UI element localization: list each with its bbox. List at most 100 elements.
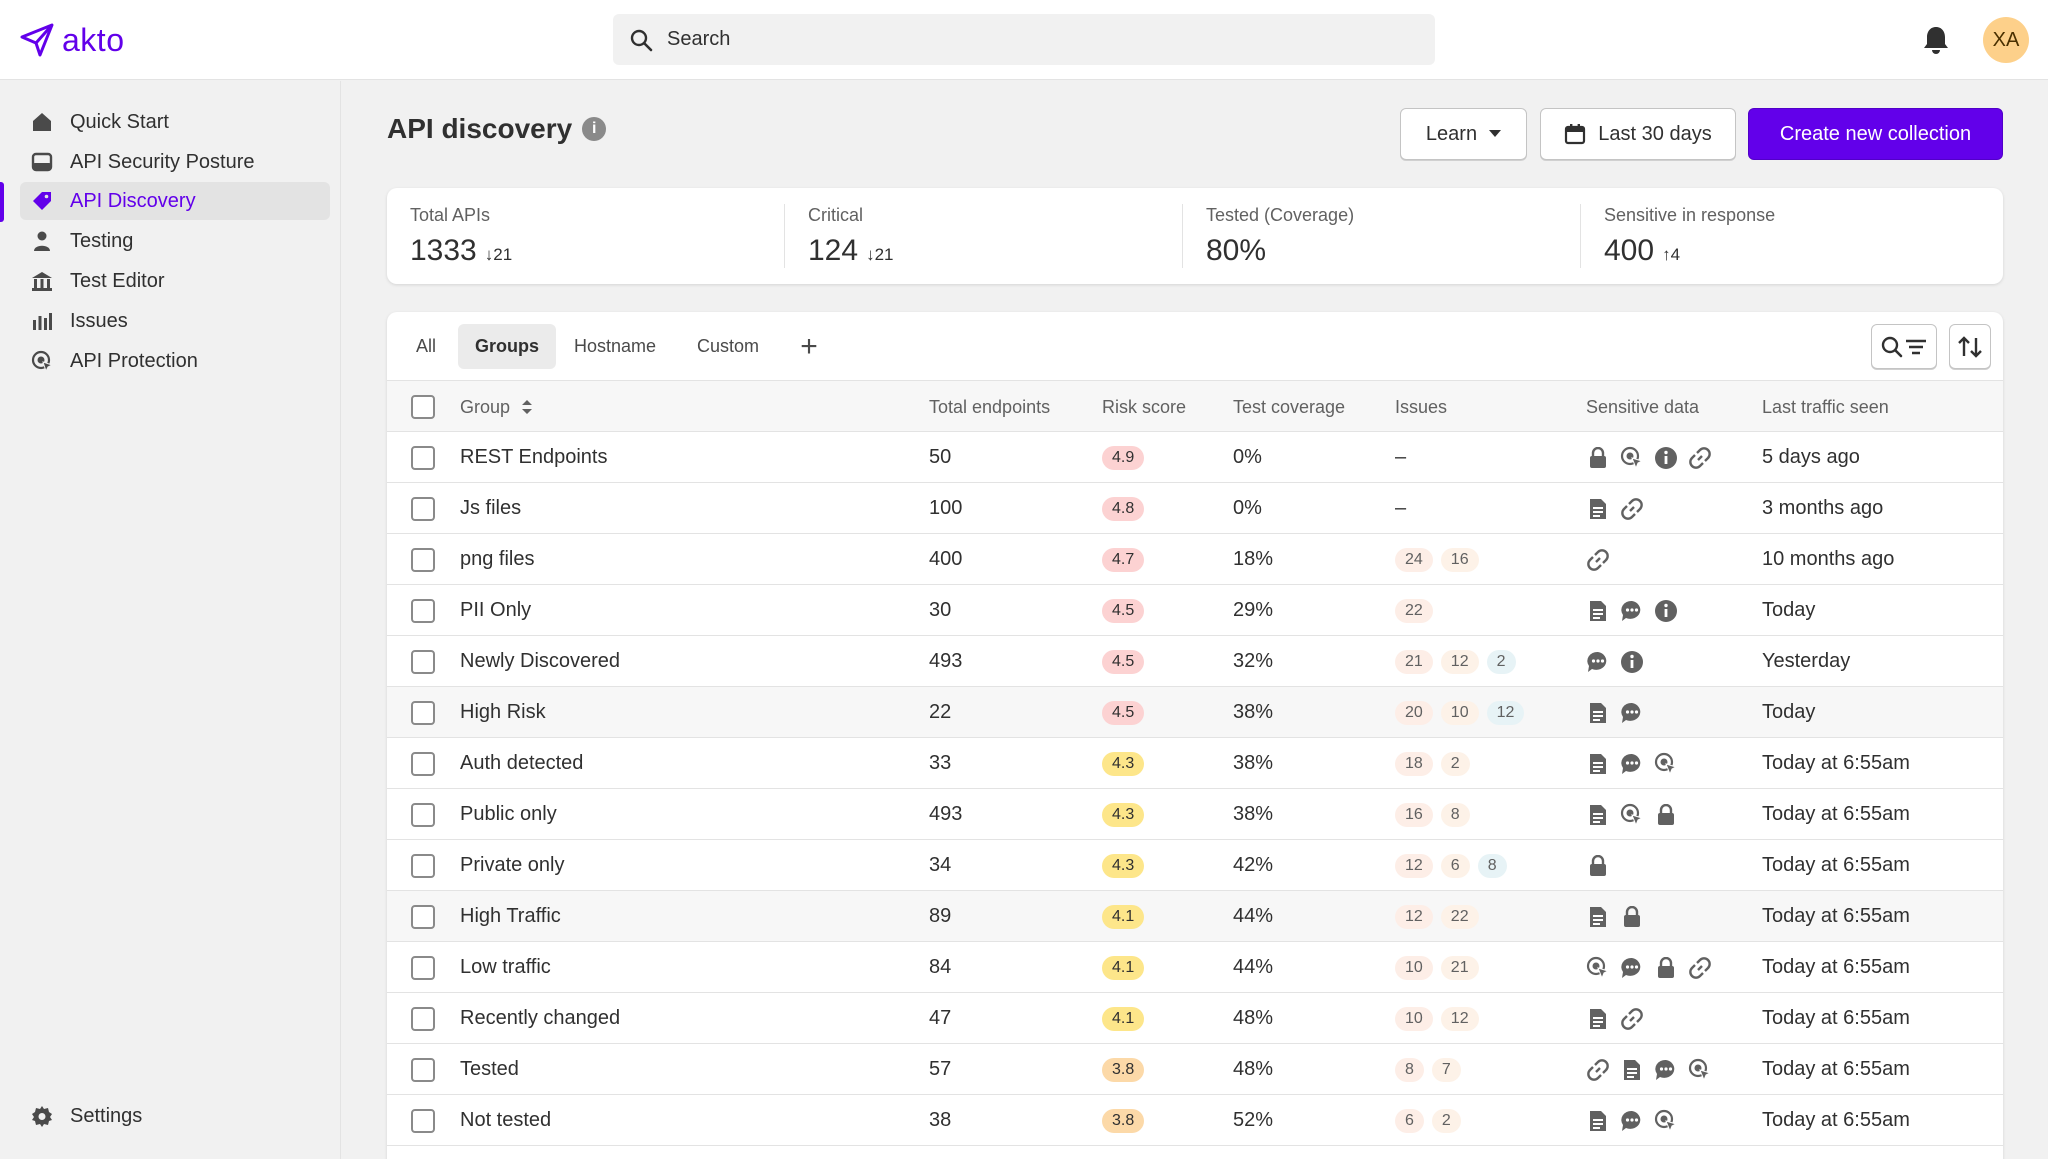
document-icon[interactable]: [1586, 905, 1610, 929]
issue-count-badge[interactable]: 22: [1440, 904, 1479, 929]
table-row[interactable]: png files 400 4.7 18% 24 16 10 months ago: [387, 534, 2003, 585]
table-row[interactable]: REST Endpoints 50 4.9 0% – 5 days ago: [387, 432, 2003, 483]
table-row[interactable]: Auth detected 33 4.3 38% 18 2 Today at 6:55am: [387, 738, 2003, 789]
group-name[interactable]: Public only: [460, 803, 557, 825]
column-header-test-coverage[interactable]: Test coverage: [1233, 396, 1346, 417]
row-checkbox[interactable]: [411, 891, 435, 942]
group-name[interactable]: Newly Discovered: [460, 650, 621, 672]
row-checkbox[interactable]: [411, 942, 435, 993]
link-icon[interactable]: [1586, 1058, 1610, 1082]
issue-count-badge[interactable]: 10: [1395, 1006, 1433, 1031]
sidebar-item-settings[interactable]: Settings: [20, 1097, 330, 1135]
target-icon[interactable]: [1620, 803, 1644, 827]
info-icon[interactable]: i: [582, 117, 607, 141]
issue-count-badge[interactable]: 2: [1440, 751, 1470, 776]
row-checkbox[interactable]: [411, 534, 435, 585]
chat-icon[interactable]: [1654, 1058, 1678, 1082]
search-input[interactable]: [667, 28, 1367, 51]
sidebar-item-api-discovery[interactable]: API Discovery: [20, 182, 330, 220]
group-name[interactable]: High Risk: [460, 701, 546, 723]
issue-count-badge[interactable]: 6: [1395, 1108, 1424, 1133]
column-header-last-traffic-seen[interactable]: Last traffic seen: [1762, 396, 1889, 417]
target-icon[interactable]: [1688, 1058, 1712, 1082]
target-icon[interactable]: [1654, 752, 1678, 776]
table-row[interactable]: High Traffic 89 4.1 44% 12 22 Today at 6:55am: [387, 891, 2003, 942]
row-checkbox[interactable]: [411, 483, 435, 534]
table-row[interactable]: Tested 57 3.8 48% 8 7 Today at 6:55am: [387, 1044, 2003, 1095]
row-checkbox[interactable]: [411, 585, 435, 636]
group-name[interactable]: Tested: [460, 1058, 519, 1080]
issue-count-badge[interactable]: 20: [1395, 700, 1433, 725]
table-row[interactable]: High Risk 22 4.5 38% 20 10 12 Today: [387, 687, 2003, 738]
lock-icon[interactable]: [1586, 854, 1610, 878]
row-checkbox[interactable]: [411, 432, 435, 483]
issue-count-badge[interactable]: 8: [1477, 853, 1507, 878]
info-icon[interactable]: [1654, 446, 1678, 470]
target-icon[interactable]: [1586, 956, 1610, 980]
tab-hostname[interactable]: Hostname: [574, 336, 657, 356]
issue-count-badge[interactable]: 7: [1431, 1057, 1461, 1082]
table-row[interactable]: Newly Discovered 493 4.5 32% 21 12 2 Yesterday: [387, 636, 2003, 687]
table-row[interactable]: Low traffic 84 4.1 44% 10 21 Today at 6:55am: [387, 942, 2003, 993]
link-icon[interactable]: [1620, 1007, 1644, 1031]
table-row[interactable]: Not tested 38 3.8 52% 6 2 Today at 6:55am: [387, 1095, 2003, 1146]
sidebar-item-quick-start[interactable]: Quick Start: [20, 103, 330, 141]
link-icon[interactable]: [1688, 446, 1712, 470]
table-row[interactable]: Private only 34 4.3 42% 12 6 8 Today at 6:55am: [387, 840, 2003, 891]
column-header-group[interactable]: Group: [460, 381, 533, 433]
sidebar-item-test-editor[interactable]: Test Editor: [20, 262, 330, 300]
column-header-issues[interactable]: Issues: [1395, 396, 1448, 417]
row-checkbox[interactable]: [411, 738, 435, 789]
row-checkbox[interactable]: [411, 1095, 435, 1146]
issue-count-badge[interactable]: 10: [1440, 700, 1479, 725]
search-bar[interactable]: [613, 14, 1435, 65]
document-icon[interactable]: [1586, 599, 1610, 623]
issue-count-badge[interactable]: 16: [1395, 802, 1433, 827]
group-name[interactable]: Auth detected: [460, 752, 584, 774]
row-checkbox[interactable]: [411, 993, 435, 1044]
link-icon[interactable]: [1620, 497, 1644, 521]
issue-count-badge[interactable]: 8: [1395, 1057, 1424, 1082]
select-all-checkbox[interactable]: [411, 381, 435, 433]
bell-icon[interactable]: [1921, 24, 1951, 56]
group-name[interactable]: png files: [460, 548, 535, 570]
issue-count-badge[interactable]: 12: [1440, 649, 1479, 674]
lock-icon[interactable]: [1620, 905, 1644, 929]
column-header-risk-score[interactable]: Risk score: [1102, 396, 1187, 417]
issue-count-badge[interactable]: 2: [1431, 1108, 1461, 1133]
issue-count-badge[interactable]: 24: [1395, 547, 1433, 572]
issue-count-badge[interactable]: 2: [1486, 649, 1516, 674]
tab-all[interactable]: All: [416, 336, 437, 356]
group-name[interactable]: PII Only: [460, 599, 532, 621]
row-checkbox[interactable]: [411, 687, 435, 738]
document-icon[interactable]: [1586, 1109, 1610, 1133]
avatar[interactable]: XA: [1983, 17, 2029, 63]
target-icon[interactable]: [1620, 446, 1644, 470]
group-name[interactable]: Js files: [460, 497, 522, 519]
group-name[interactable]: High Traffic: [460, 905, 561, 927]
target-icon[interactable]: [1654, 1109, 1678, 1133]
group-name[interactable]: Private only: [460, 854, 565, 876]
issue-count-badge[interactable]: 6: [1440, 853, 1470, 878]
lock-icon[interactable]: [1586, 446, 1610, 470]
group-name[interactable]: REST Endpoints: [460, 446, 608, 468]
chat-icon[interactable]: [1620, 752, 1644, 776]
search-filter-button[interactable]: [1871, 324, 1937, 369]
chat-icon[interactable]: [1620, 1109, 1644, 1133]
info-icon[interactable]: [1620, 650, 1644, 674]
chat-icon[interactable]: [1620, 599, 1644, 623]
issue-count-badge[interactable]: 10: [1395, 955, 1433, 980]
issue-count-badge[interactable]: 8: [1440, 802, 1470, 827]
column-header-sensitive-data[interactable]: Sensitive data: [1586, 396, 1700, 417]
sidebar-item-issues[interactable]: Issues: [20, 302, 330, 340]
column-header-total-endpoints[interactable]: Total endpoints: [929, 396, 1051, 417]
document-icon[interactable]: [1586, 803, 1610, 827]
link-icon[interactable]: [1586, 548, 1610, 572]
table-row[interactable]: Recently changed 47 4.1 48% 10 12 Today at 6:5…: [387, 993, 2003, 1044]
issue-count-badge[interactable]: 16: [1440, 547, 1479, 572]
issue-count-badge[interactable]: 21: [1395, 649, 1433, 674]
issue-count-badge[interactable]: 12: [1486, 700, 1525, 725]
sort-button[interactable]: [1949, 324, 1991, 369]
row-checkbox[interactable]: [411, 636, 435, 687]
issue-count-badge[interactable]: 12: [1395, 904, 1433, 929]
